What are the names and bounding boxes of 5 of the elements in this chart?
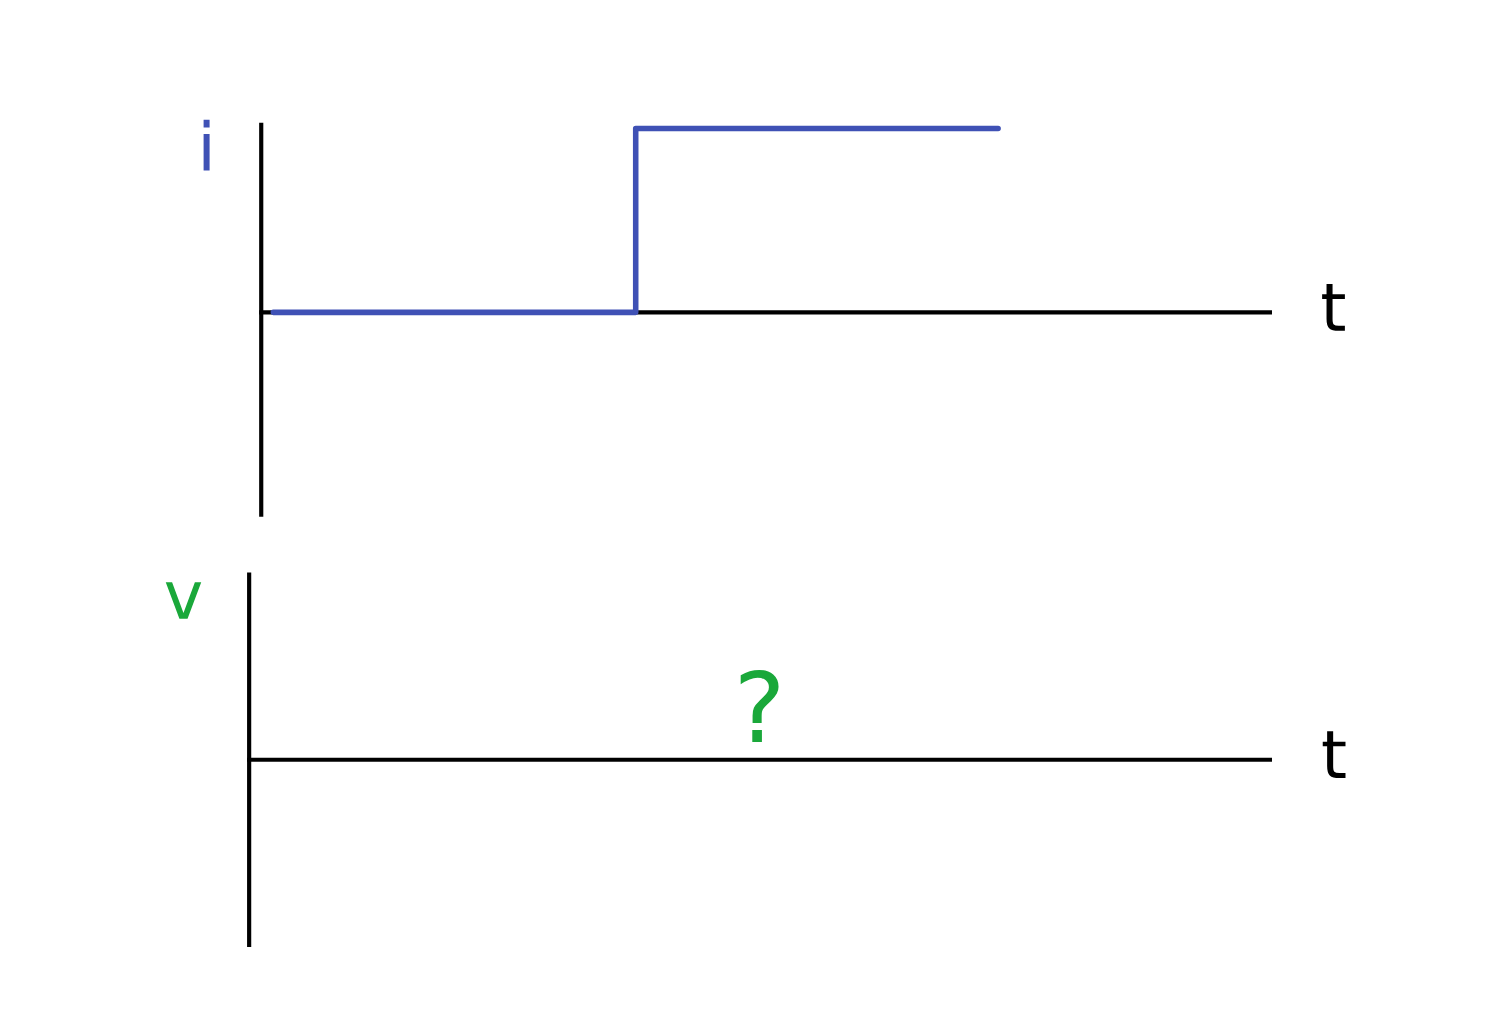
text: ? xyxy=(740,669,779,743)
x-axis-title: t xyxy=(1322,283,1345,331)
text: v xyxy=(165,582,202,619)
text: t xyxy=(1322,731,1346,779)
y-axis-title: i xyxy=(203,119,210,171)
